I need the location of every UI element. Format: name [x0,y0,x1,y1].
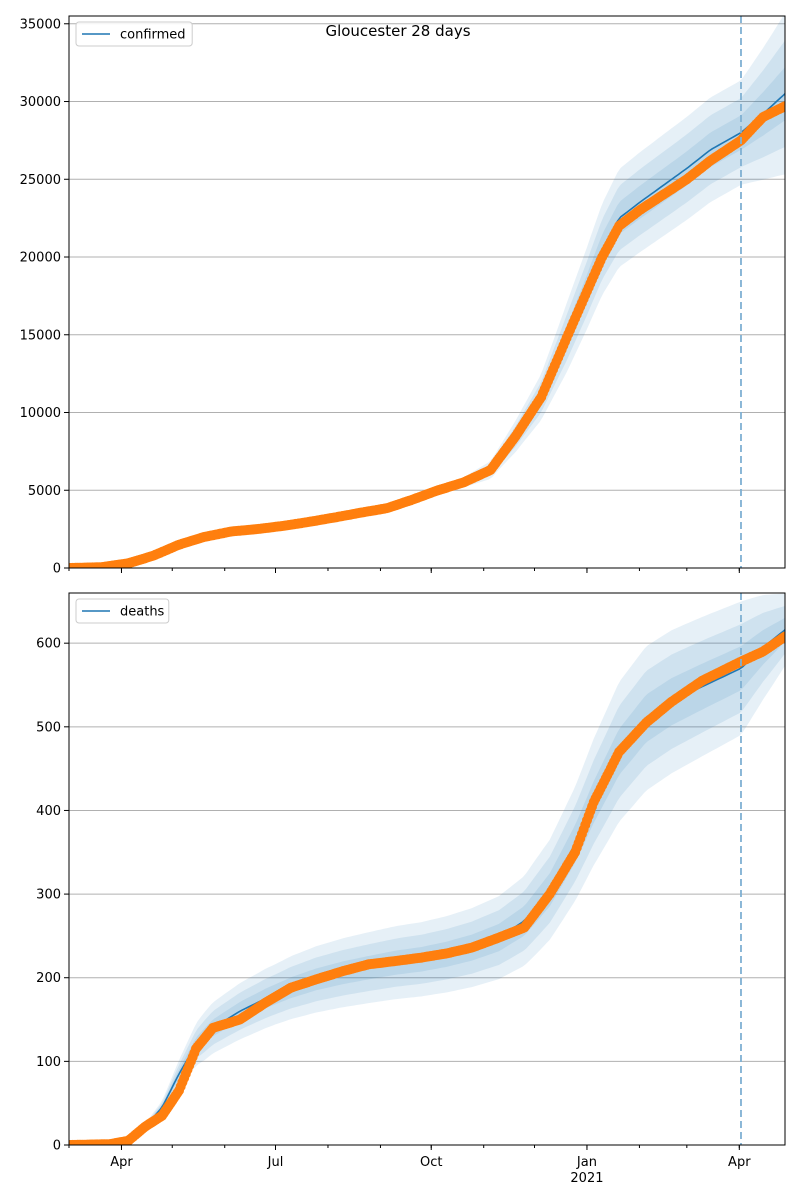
y-axis: 0 100 200 300 400 500 600 [36,637,69,1154]
x-tick-label: Apr [728,1155,751,1170]
confirmed-panel: 0 5000 10000 15000 20000 25000 30000 35000 confi… [20,15,786,577]
legend: deaths [75,598,170,624]
y-tick-label: 300 [36,888,61,903]
x-tick-label: Oct [420,1155,442,1170]
y-tick-label: 35000 [20,17,61,32]
observed-point [780,631,785,642]
y-tick-label: 0 [53,562,61,577]
observed-series [69,631,785,1145]
plot-area [69,593,785,1145]
y-tick-label: 200 [36,971,61,986]
legend: confirmed [75,21,193,47]
axes-frame [68,15,786,569]
legend-box [75,598,170,624]
x-tick-sublabel: 2021 [570,1171,603,1186]
axes-frame [68,592,786,1146]
y-tick-label: 5000 [28,484,61,499]
x-axis [68,568,740,573]
x-tick-label: Jan [576,1155,597,1170]
y-tick-label: 30000 [20,95,61,110]
y-tick-label: 0 [53,1139,61,1154]
legend-box [75,21,193,47]
observed-series [69,101,785,568]
plot-area [69,16,785,568]
legend-label: confirmed [120,28,186,43]
y-tick-label: 400 [36,804,61,819]
y-axis: 0 5000 10000 15000 20000 25000 30000 35000 [20,17,69,577]
y-tick-label: 100 [36,1055,61,1070]
observed-point [780,101,785,112]
x-tick-label: Apr [110,1155,133,1170]
y-tick-label: 20000 [20,251,61,266]
x-tick-label: Jul [267,1155,284,1170]
chart-title: Gloucester 28 days [325,22,470,40]
y-tick-label: 500 [36,720,61,735]
y-tick-label: 10000 [20,406,61,421]
y-tick-label: 15000 [20,328,61,343]
y-tick-label: 25000 [20,173,61,188]
legend-label: deaths [120,605,165,620]
y-tick-label: 600 [36,637,61,652]
